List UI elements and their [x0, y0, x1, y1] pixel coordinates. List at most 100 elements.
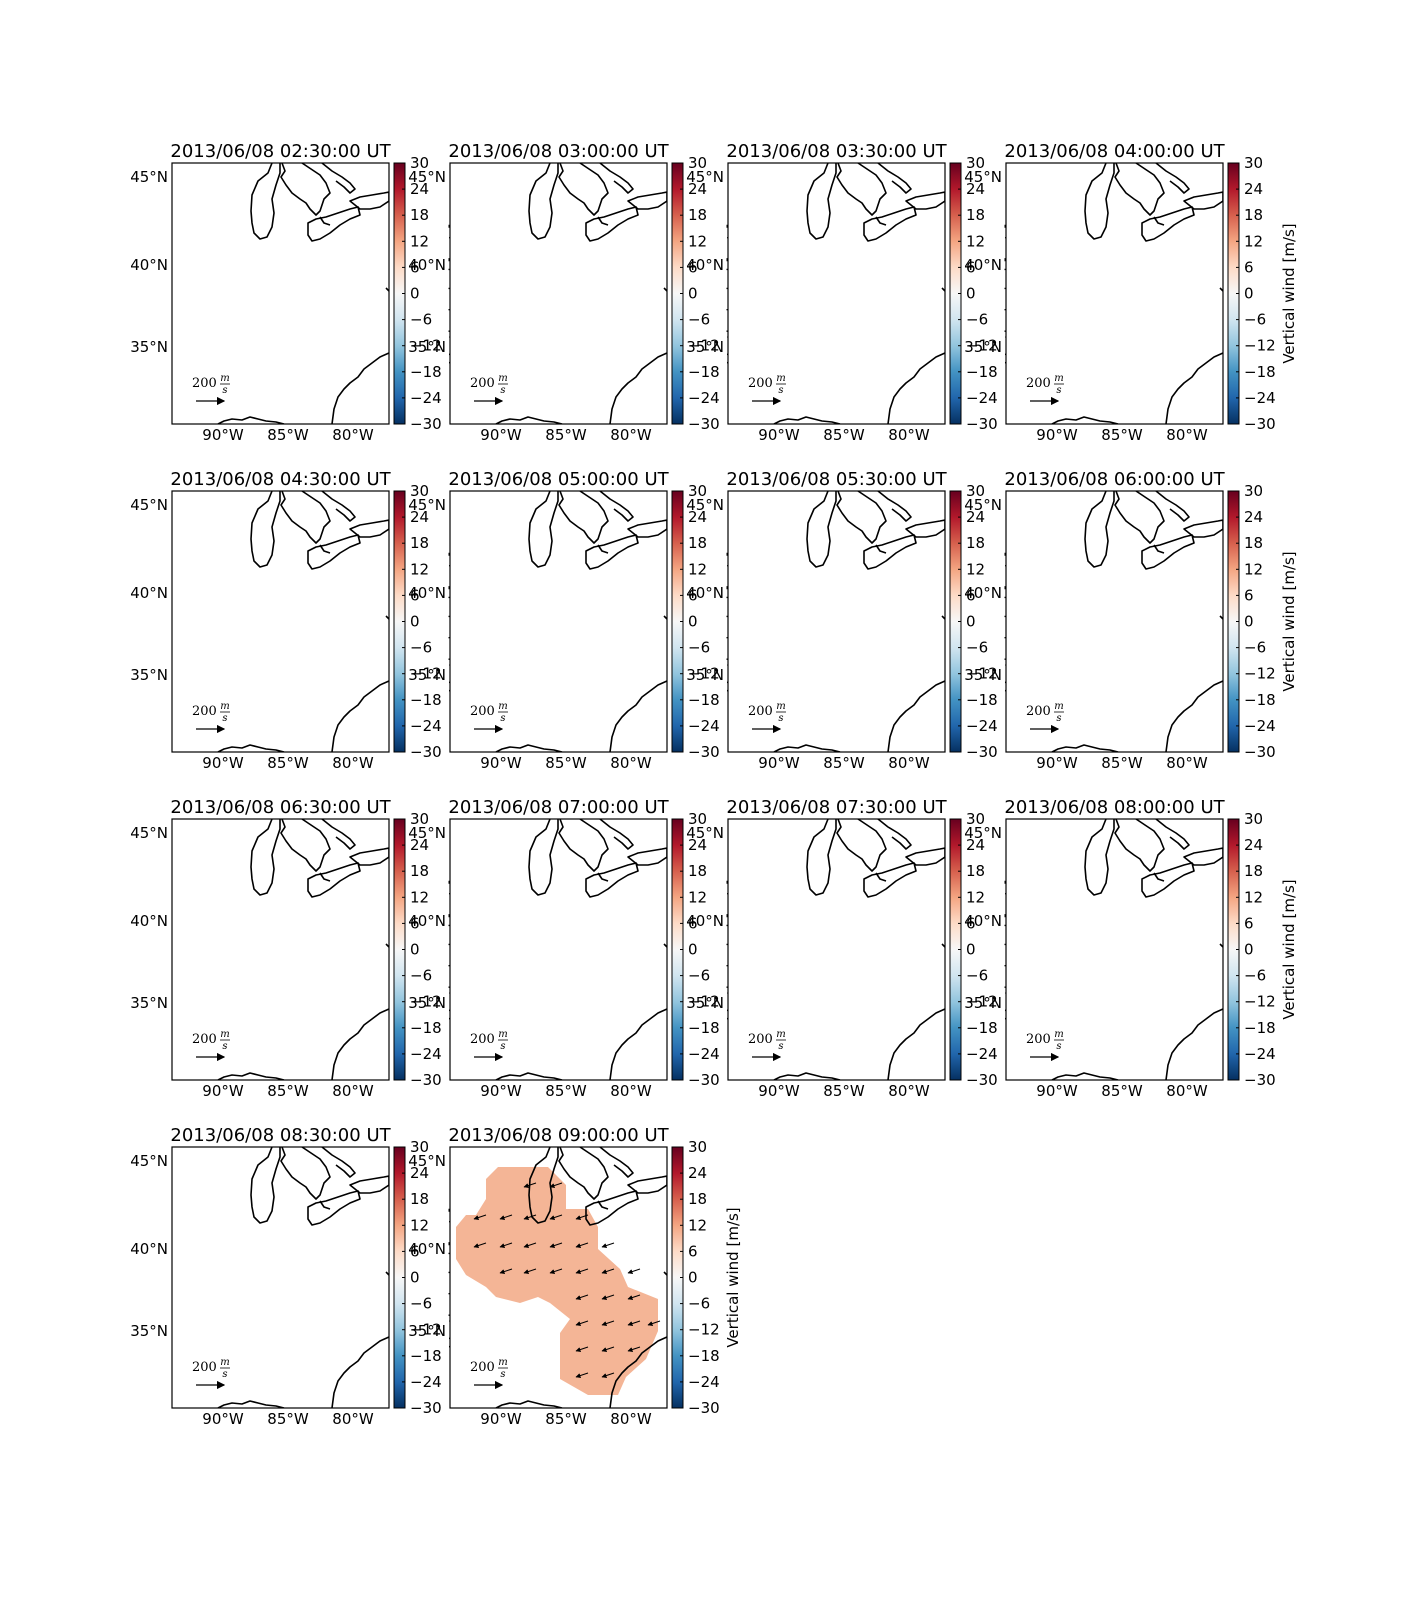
colorbar-tick: −18 [410, 1019, 442, 1037]
wind-vector [575, 1242, 589, 1248]
colorbar-tick: −6 [410, 311, 432, 329]
colorbar-tick: 30 [688, 1138, 707, 1156]
lat-label: 35°N [964, 338, 1002, 356]
coastline-superior [877, 819, 912, 850]
colorbar-tick: 6 [410, 258, 420, 276]
colorbar-tick: 18 [688, 862, 707, 880]
scale-value: 200 [192, 704, 217, 719]
coastline-ecoast [887, 352, 945, 424]
colorbar-tick: −30 [1244, 1071, 1276, 1089]
wind-vector [647, 1320, 661, 1326]
coastline-huron [836, 163, 887, 216]
colorbar-tick: 12 [410, 232, 429, 250]
lon-label: 85°W [545, 1410, 587, 1428]
colorbar-tick: 18 [410, 534, 429, 552]
coastline-michigan [528, 491, 559, 568]
coastline-superior [321, 1147, 356, 1178]
colorbar-tick: −6 [966, 639, 988, 657]
colorbar-tick: −18 [1244, 1019, 1276, 1037]
colorbar-tick: 12 [410, 888, 429, 906]
colorbar-tick: −18 [688, 363, 720, 381]
coastline-huron [836, 819, 887, 872]
panel-title: 2013/06/08 03:00:00 UT [448, 141, 669, 162]
lon-label: 80°W [888, 754, 930, 772]
coastline-huron [280, 163, 331, 216]
colorbar-tick: 6 [966, 258, 976, 276]
coastline-gulf [1051, 416, 1119, 424]
colorbar-tick: 18 [966, 862, 985, 880]
colorbar-tick: −30 [410, 1071, 442, 1089]
colorbar-label: Vertical wind [m/s] [1280, 223, 1298, 363]
lat-label: 45°N [686, 824, 724, 842]
lon-label: 90°W [202, 1082, 244, 1100]
coastline-ecoast [1165, 1008, 1223, 1080]
scale-unit-den: s [222, 713, 227, 724]
map-frame [449, 162, 668, 425]
colorbar-tick: 0 [966, 941, 976, 959]
colorbar-tick: −6 [410, 639, 432, 657]
coastline-bay [1153, 216, 1165, 226]
wind-vector [575, 1268, 589, 1274]
colorbar-label: Vertical wind [m/s] [1280, 879, 1298, 1019]
colorbar-tick: 0 [410, 285, 420, 303]
colorbar-tick: 18 [410, 1190, 429, 1208]
coastline-gulf [217, 1400, 285, 1408]
colorbar-tick: 6 [1244, 586, 1254, 604]
coastline-gulf [495, 744, 563, 752]
colorbar-tick: −24 [688, 1373, 720, 1391]
lon-label: 80°W [610, 426, 652, 444]
wind-vector [499, 1214, 513, 1220]
colorbar-tick: 30 [688, 810, 707, 828]
coastline-superior [877, 163, 912, 194]
colorbar-tick: 0 [1244, 941, 1254, 959]
wind-vector [601, 1346, 615, 1352]
scale-unit-num: m [498, 373, 507, 384]
wind-vector [575, 1372, 589, 1378]
coastline-bay [875, 544, 887, 554]
colorbar-tick: −6 [1244, 967, 1266, 985]
map-panel: 2013/06/08 03:30:00 UT 200 ms 45°N 40°N 35°N 9… [686, 141, 1020, 444]
lat-label: 35°N [130, 994, 168, 1012]
scale-unit-den: s [1056, 713, 1061, 724]
scale-unit-num: m [220, 1357, 229, 1368]
coastline-ontario [349, 847, 389, 866]
colorbar-tick: 24 [688, 508, 707, 526]
coastline-erie [307, 1190, 361, 1226]
map-panel: 2013/06/08 04:30:00 UT 200 ms 45°N 40°N 35°N 9… [130, 469, 464, 772]
colorbar-tick: 24 [688, 1164, 707, 1182]
coastline-ecoast [609, 1008, 667, 1080]
lat-label: 40°N [130, 256, 168, 274]
map-frame [171, 162, 390, 425]
colorbar-tick: −12 [1244, 665, 1276, 683]
colorbar-tick: 30 [410, 154, 429, 172]
coastline-ecoast [609, 1336, 667, 1408]
coastline-huron [558, 819, 609, 872]
colorbar-tick: 6 [688, 258, 698, 276]
scale-unit-den: s [1056, 385, 1061, 396]
colorbar-tick: −24 [688, 717, 720, 735]
colorbar-tick: 6 [1244, 258, 1254, 276]
panel-title: 2013/06/08 05:00:00 UT [448, 469, 669, 490]
coastline-huron [280, 819, 331, 872]
coastline-ontario [905, 191, 945, 210]
wind-vector [523, 1242, 537, 1248]
coastline-ecoast [1165, 680, 1223, 752]
panel-title: 2013/06/08 07:00:00 UT [448, 797, 669, 818]
map-panel: 2013/06/08 06:30:00 UT 200 ms 45°N 40°N 35°N 9… [130, 797, 464, 1100]
colorbar-tick: −18 [966, 1019, 998, 1037]
coastline-erie [307, 862, 361, 898]
lat-label: 40°N [408, 584, 446, 602]
coastline-bay [319, 872, 331, 882]
colorbar-tick: 24 [410, 836, 429, 854]
scale-unit-den: s [222, 1041, 227, 1052]
colorbar-label: Vertical wind [m/s] [1280, 551, 1298, 691]
colorbar-tick: −18 [410, 691, 442, 709]
colorbar-tick: 24 [1244, 836, 1263, 854]
colorbar-tick: 6 [410, 914, 420, 932]
map-panel: 2013/06/08 05:30:00 UT 200 ms 45°N 40°N 35°N 9… [686, 469, 1020, 772]
scale-unit-den: s [222, 385, 227, 396]
panel-title: 2013/06/08 08:30:00 UT [170, 1125, 391, 1146]
lat-label: 45°N [964, 168, 1002, 186]
coastline-gulf [773, 416, 841, 424]
scale-arrow: 200 ms [748, 1029, 786, 1062]
